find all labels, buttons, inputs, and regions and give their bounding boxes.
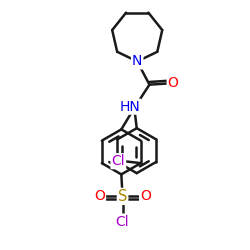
- Text: O: O: [94, 190, 105, 203]
- Text: O: O: [140, 190, 151, 203]
- Text: Cl: Cl: [116, 214, 129, 228]
- Text: HN: HN: [120, 100, 140, 114]
- Text: Cl: Cl: [112, 154, 125, 168]
- Text: S: S: [118, 189, 127, 204]
- Text: O: O: [168, 76, 178, 90]
- Text: N: N: [132, 54, 142, 68]
